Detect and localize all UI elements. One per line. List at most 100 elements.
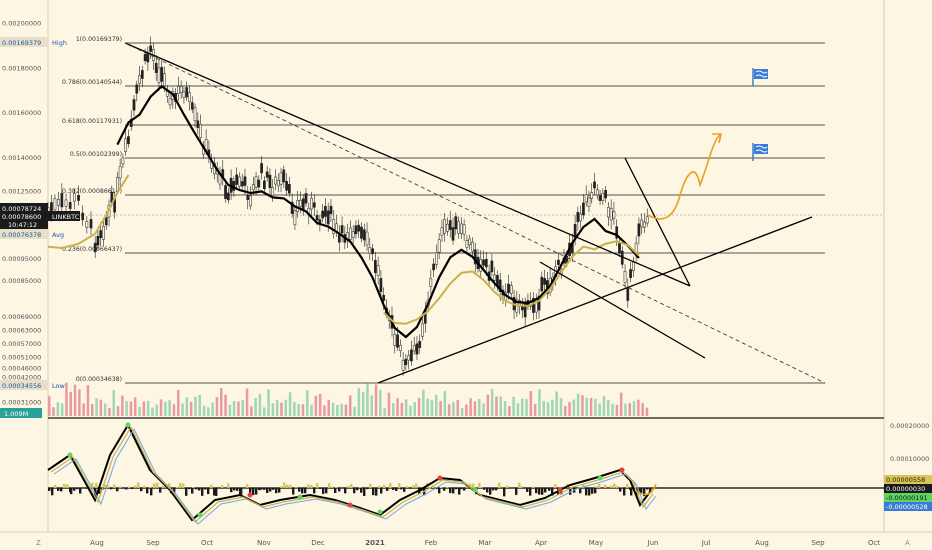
osc-histogram-bar bbox=[195, 488, 198, 490]
volume-bar bbox=[108, 408, 111, 416]
candle-body bbox=[315, 215, 319, 221]
osc-histogram-bar bbox=[113, 484, 116, 488]
candle-body bbox=[102, 225, 105, 240]
osc-histogram-bar bbox=[266, 488, 269, 494]
osc-histogram-bar bbox=[91, 482, 94, 488]
volume-bar bbox=[465, 404, 468, 416]
candle-body bbox=[509, 285, 513, 294]
candle-body bbox=[465, 240, 469, 248]
candle-body bbox=[329, 205, 333, 215]
osc-histogram-bar bbox=[176, 487, 179, 488]
fib-label: 0.236(0.00066437) bbox=[62, 246, 122, 253]
y-tick-label: 0.00200000 bbox=[2, 19, 41, 27]
volume-bar bbox=[422, 389, 425, 416]
fib-label: 0.786(0.00140544) bbox=[62, 79, 122, 86]
volume-bar bbox=[576, 393, 580, 416]
volume-bar bbox=[280, 402, 283, 416]
candle-body bbox=[321, 210, 324, 219]
a-marker[interactable]: A bbox=[905, 539, 910, 547]
projection-arrow bbox=[647, 134, 721, 220]
osc-histogram-bar bbox=[551, 488, 554, 496]
volume-bar bbox=[529, 390, 533, 416]
osc-histogram-bar bbox=[432, 485, 435, 488]
volume-bar bbox=[306, 390, 309, 416]
candle-body bbox=[89, 219, 93, 229]
y-tick-label: 0.00063000 bbox=[2, 327, 41, 335]
osc-histogram-bar bbox=[409, 488, 412, 489]
osc-histogram-bar bbox=[435, 488, 438, 490]
osc-histogram-bar bbox=[503, 488, 506, 497]
y-tick-label: 0.00095000 bbox=[2, 255, 41, 263]
candle-body bbox=[573, 224, 577, 238]
osc-histogram-bar bbox=[233, 488, 236, 491]
osc-histogram-bar bbox=[360, 488, 363, 493]
candle-body bbox=[193, 107, 197, 122]
osc-histogram-bar bbox=[604, 484, 607, 488]
z-marker[interactable]: Z bbox=[36, 539, 41, 547]
volume-bar bbox=[551, 399, 554, 416]
candle-body bbox=[412, 345, 416, 352]
volume-bar bbox=[353, 406, 356, 416]
candle-body bbox=[177, 85, 180, 95]
volume-bar bbox=[224, 394, 227, 416]
osc-histogram-bar bbox=[350, 484, 353, 488]
x-tick-label: May bbox=[589, 539, 603, 547]
candle-body bbox=[632, 261, 635, 272]
volume-bar bbox=[546, 402, 550, 416]
candle-body bbox=[618, 243, 621, 254]
candle-body bbox=[146, 53, 150, 63]
volume-bar bbox=[155, 404, 158, 416]
volume-bar bbox=[293, 401, 296, 416]
osc-histogram-bar bbox=[344, 488, 347, 494]
candle-body bbox=[407, 355, 410, 361]
candle-body bbox=[473, 249, 477, 265]
candle-body bbox=[351, 231, 355, 238]
volume-bar bbox=[379, 389, 382, 416]
candle-body bbox=[268, 174, 272, 188]
volume-bar bbox=[615, 404, 619, 416]
candle-body bbox=[246, 194, 250, 201]
volume-bar bbox=[73, 384, 77, 416]
osc-histogram-bar bbox=[94, 488, 97, 497]
volume-bar bbox=[250, 406, 253, 416]
osc-cross-dot bbox=[557, 487, 563, 493]
osc-histogram-bar bbox=[304, 488, 307, 494]
x-tick-label: Apr bbox=[535, 539, 547, 547]
osc-histogram-bar bbox=[210, 484, 213, 488]
volume-bar bbox=[288, 392, 292, 416]
osc-histogram-bar bbox=[125, 488, 128, 490]
osc-histogram-bar bbox=[395, 488, 398, 491]
candle-body bbox=[612, 211, 616, 219]
osc-projection bbox=[634, 483, 657, 496]
osc-histogram-bar bbox=[140, 488, 143, 492]
candle-body bbox=[279, 172, 283, 185]
osc-histogram-bar bbox=[278, 488, 281, 493]
volume-bar bbox=[254, 398, 257, 416]
y-tick-label: 0.00051000 bbox=[2, 353, 41, 361]
volume-bar bbox=[469, 398, 472, 416]
volume-bar bbox=[396, 398, 399, 416]
osc-histogram-bar bbox=[495, 488, 498, 491]
osc-histogram-bar bbox=[400, 488, 403, 490]
volume-bar bbox=[138, 406, 141, 416]
osc-value-label: -0.00000528 bbox=[886, 503, 928, 511]
volume-bar bbox=[435, 394, 438, 416]
osc-histogram-bar bbox=[554, 484, 557, 488]
osc-histogram-bar bbox=[48, 488, 51, 491]
volume-bar bbox=[409, 405, 412, 416]
osc-cross-dot bbox=[377, 509, 383, 515]
candle-body bbox=[379, 278, 383, 292]
osc-histogram-bar bbox=[347, 485, 350, 488]
osc-histogram-bar bbox=[545, 488, 548, 489]
volume-bar bbox=[318, 393, 322, 416]
candle-body bbox=[312, 202, 316, 208]
candle-body bbox=[482, 259, 485, 266]
candle-body bbox=[99, 230, 103, 238]
candle-body bbox=[462, 224, 466, 235]
candle-body bbox=[590, 192, 594, 199]
candle-body bbox=[604, 190, 607, 199]
dashed-downtrend-line bbox=[124, 42, 826, 384]
volume-bar bbox=[314, 395, 318, 416]
fib-label: 0(0.00034638) bbox=[76, 376, 122, 383]
volume-bar bbox=[95, 398, 98, 416]
